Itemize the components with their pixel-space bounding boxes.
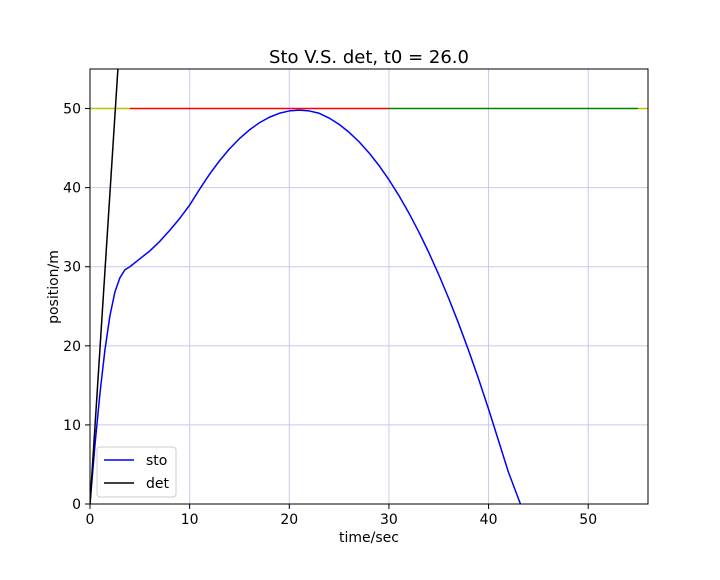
- series-lines: [90, 69, 648, 504]
- legend-sto-label: sto: [146, 453, 167, 469]
- y-tick-label: 30: [63, 260, 81, 276]
- legend: sto det: [96, 446, 177, 498]
- y-tick-label: 20: [63, 339, 81, 355]
- x-axis-label: time/sec: [339, 530, 399, 546]
- plot-frame: [89, 68, 649, 505]
- x-tick-label: 30: [380, 512, 398, 528]
- x-tick-label: 40: [480, 512, 498, 528]
- chart-title: Sto V.S. det, t0 = 26.0: [269, 47, 469, 68]
- x-tick-label: 20: [280, 512, 298, 528]
- y-tick-label: 0: [72, 497, 81, 513]
- y-axis-label: position/m: [46, 250, 62, 324]
- series-line-det: [90, 69, 119, 504]
- legend-det-label: det: [146, 476, 170, 492]
- x-tick-label: 0: [86, 512, 95, 528]
- series-line-sto: [90, 109, 522, 504]
- y-tick-label: 50: [63, 102, 81, 118]
- x-tick-label: 50: [579, 512, 597, 528]
- axis-ticks: 0 10 20 30 40 50 0 10 20 30 40 50: [63, 102, 597, 528]
- y-tick-label: 10: [63, 418, 81, 434]
- y-tick-label: 40: [63, 181, 81, 197]
- grid-lines: [89, 69, 648, 505]
- x-tick-label: 10: [181, 512, 199, 528]
